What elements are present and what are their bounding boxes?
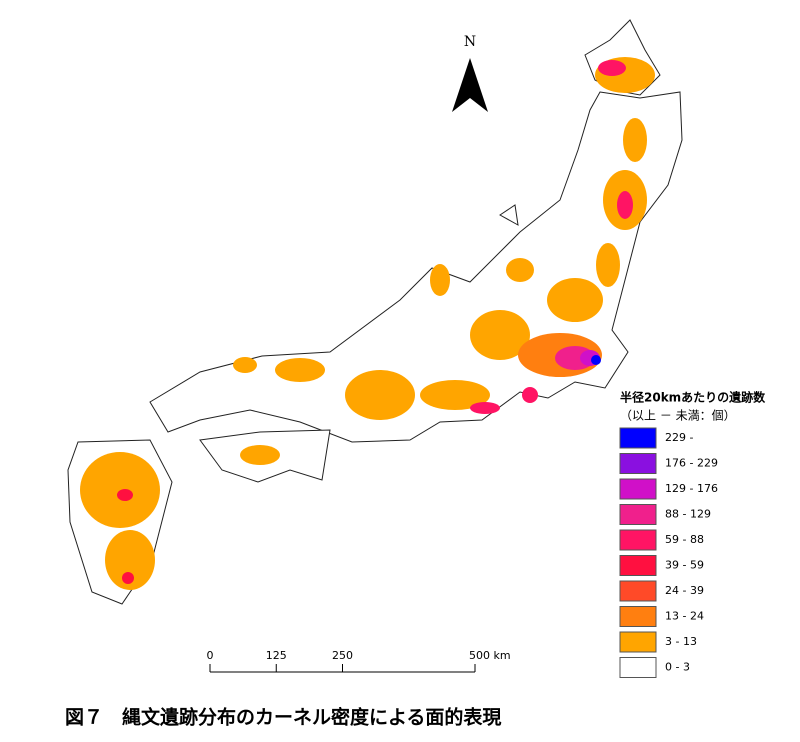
density-area — [470, 310, 530, 360]
caption: 図７ 縄文遺跡分布のカーネル密度による面的表現 — [65, 706, 501, 729]
legend-label: 24 - 39 — [665, 584, 704, 597]
legend-swatch — [619, 631, 657, 653]
legend-swatch — [619, 529, 657, 551]
legend-swatch — [619, 453, 657, 474]
density-area — [522, 387, 538, 403]
legend-label: 39 - 59 — [665, 559, 704, 572]
legend-swatch — [619, 478, 657, 500]
legend-swatch — [619, 555, 657, 576]
legend-label: 129 - 176 — [665, 482, 718, 495]
density-area — [233, 357, 257, 373]
north-arrow: N — [452, 34, 488, 112]
legend-subtitle: （以上 － 未満：個） — [620, 409, 736, 423]
density-area — [275, 358, 325, 382]
density-areas — [80, 57, 655, 590]
density-area — [591, 355, 601, 365]
density-area — [623, 118, 647, 162]
legend-swatch — [619, 657, 657, 678]
density-area — [470, 402, 500, 414]
density-area — [506, 258, 534, 282]
legend-swatch — [619, 427, 657, 449]
north-arrow-left — [452, 58, 470, 112]
legend: 半径20kmあたりの遺跡数 （以上 － 未満：個） 229 - 176 - 229… — [619, 390, 766, 678]
density-area — [596, 243, 620, 287]
density-area — [430, 264, 450, 296]
density-area — [105, 530, 155, 590]
legend-swatch — [619, 606, 657, 627]
density-area — [547, 278, 603, 322]
legend-label: 3 - 13 — [665, 635, 697, 648]
scale-label: 125 — [266, 649, 287, 662]
legend-label: 59 - 88 — [665, 533, 704, 546]
legend-label: 229 - — [665, 431, 693, 444]
legend-label: 0 - 3 — [665, 661, 690, 674]
sado — [499, 204, 519, 226]
density-area — [240, 445, 280, 465]
density-area — [117, 489, 133, 501]
scale-label: 250 — [332, 649, 353, 662]
density-area — [420, 380, 490, 410]
density-area — [617, 191, 633, 219]
scale-label: 500 km — [469, 649, 511, 662]
density-area — [598, 60, 626, 76]
legend-swatch — [619, 580, 657, 602]
scale-bar: 0 125 250 500 km — [207, 649, 511, 673]
density-area — [345, 370, 415, 420]
legend-label: 13 - 24 — [665, 610, 704, 623]
north-arrow-right — [470, 58, 488, 112]
density-area — [122, 572, 134, 584]
legend-label: 88 - 129 — [665, 508, 711, 521]
legend-swatch — [619, 504, 657, 525]
density-area — [80, 452, 160, 528]
legend-title: 半径20kmあたりの遺跡数 — [620, 390, 766, 405]
scale-label: 0 — [207, 649, 214, 662]
legend-label: 176 - 229 — [665, 457, 718, 470]
north-label: N — [464, 34, 476, 50]
